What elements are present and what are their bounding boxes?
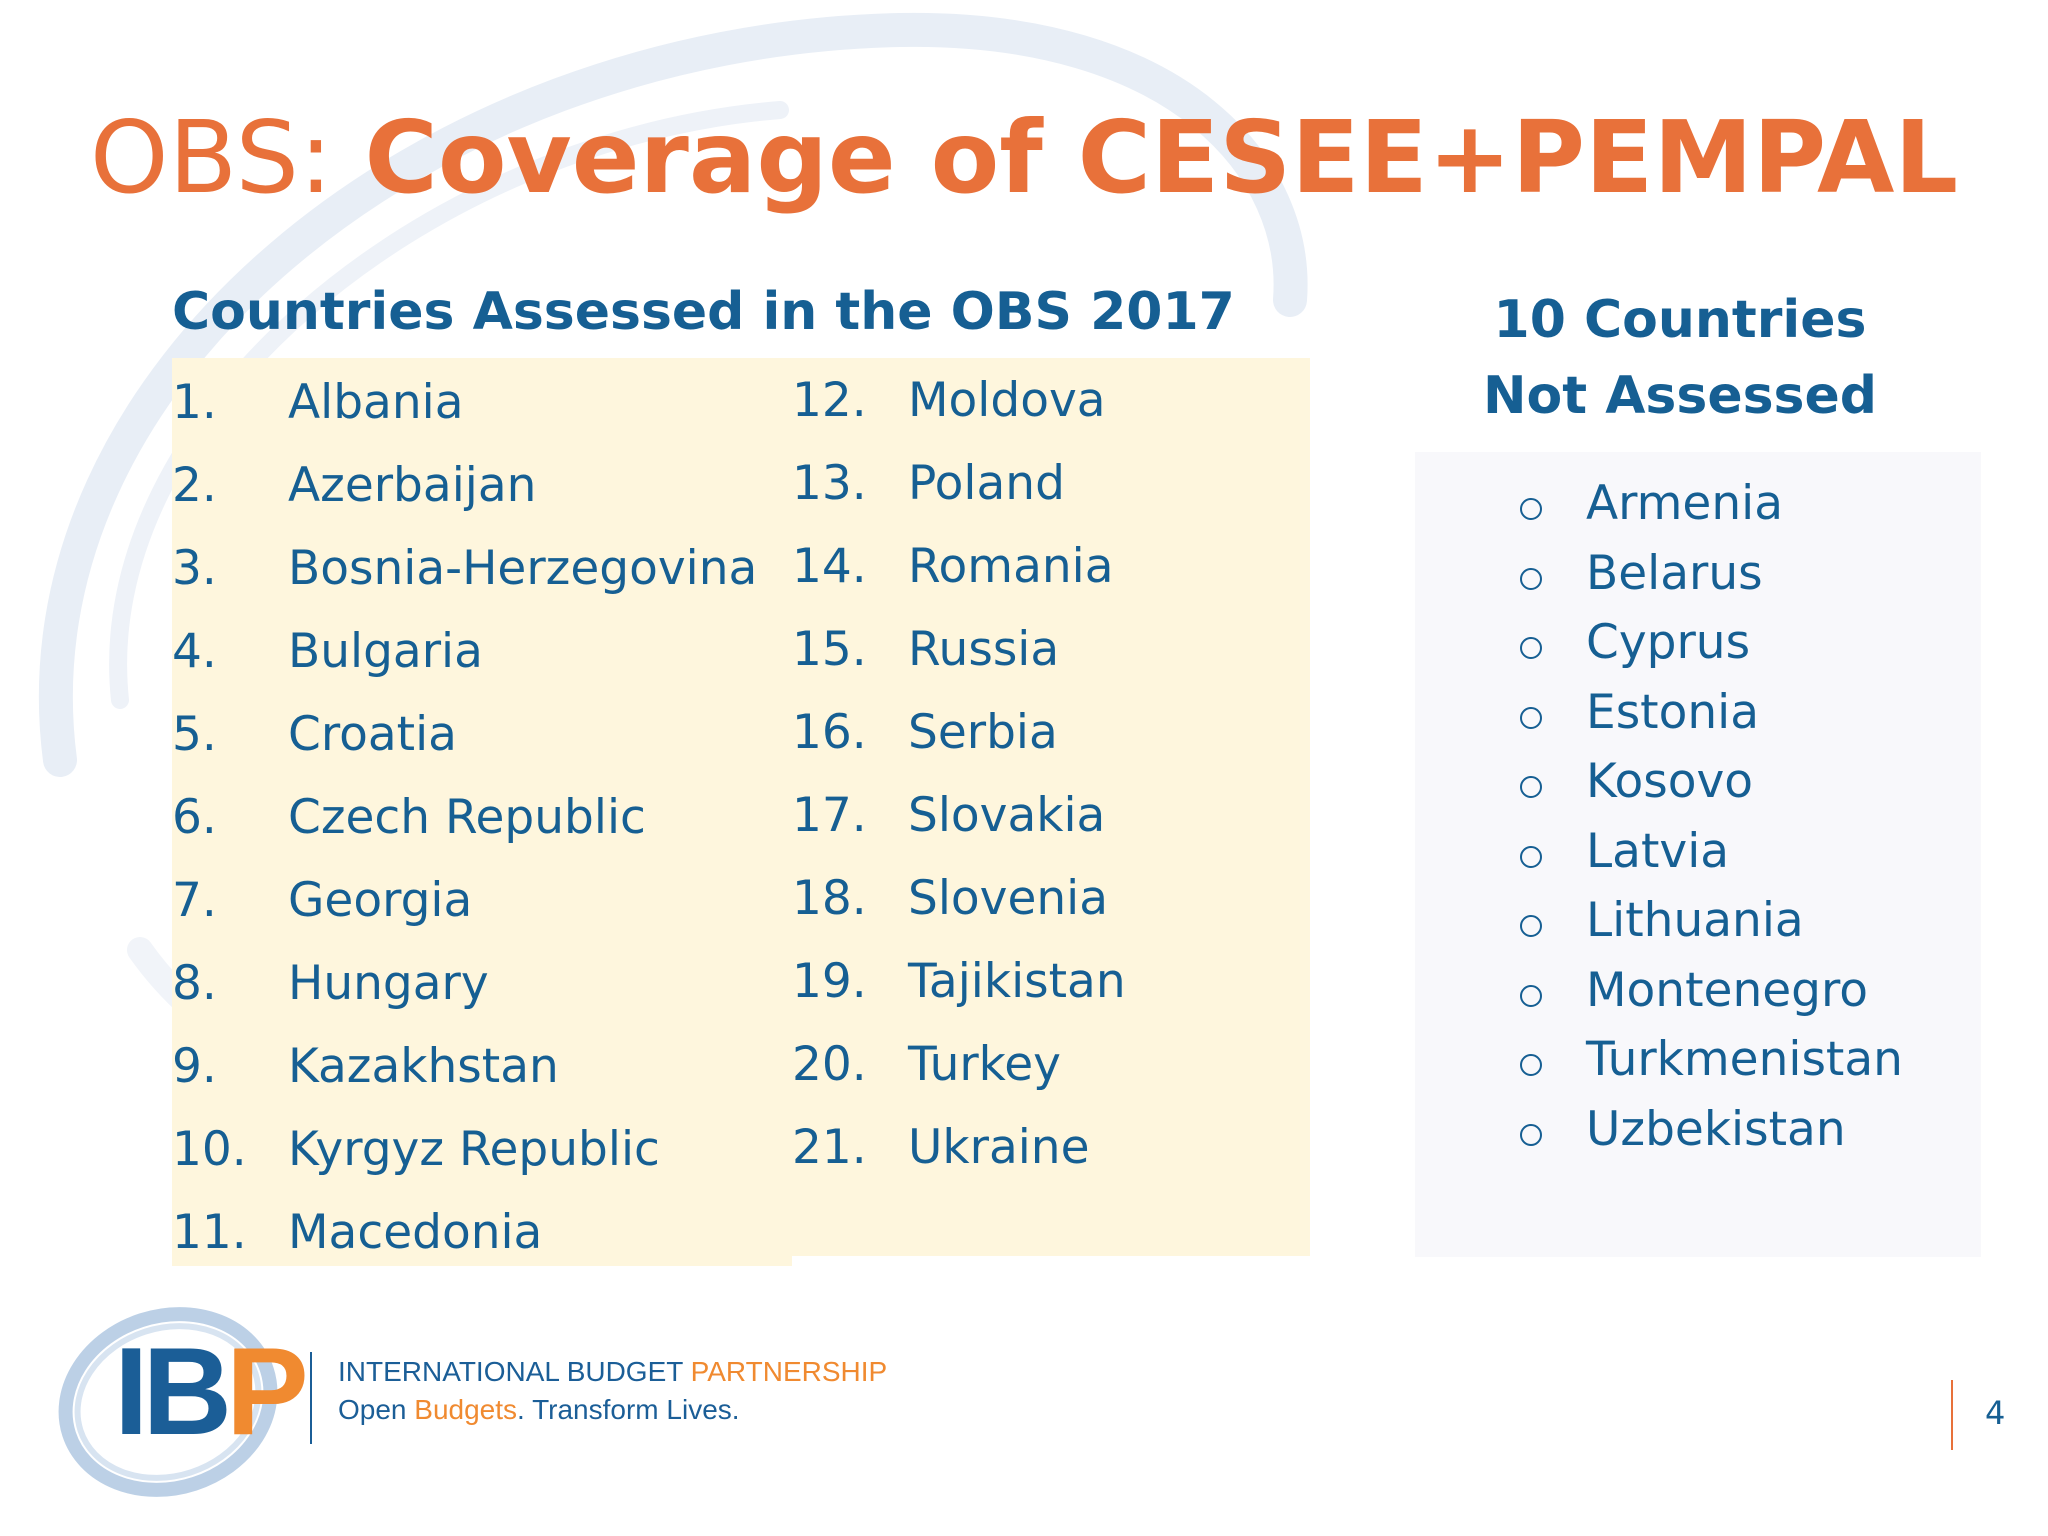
circle-bullet-icon bbox=[1520, 1054, 1542, 1076]
item-number: 19. bbox=[792, 954, 867, 1009]
country-name: Moldova bbox=[908, 373, 1106, 428]
country-name: Cyprus bbox=[1586, 615, 1751, 670]
country-name: Hungary bbox=[288, 956, 489, 1011]
circle-bullet-icon bbox=[1520, 845, 1542, 868]
logo-mark-p: P bbox=[226, 1323, 309, 1461]
country-name: Bulgaria bbox=[288, 624, 483, 679]
assessed-heading: Countries Assessed in the OBS 2017 bbox=[172, 282, 1235, 342]
page-number: 4 bbox=[1985, 1394, 2006, 1432]
country-name: Kosovo bbox=[1586, 754, 1754, 809]
item-number: 8. bbox=[172, 956, 217, 1011]
item-number: 9. bbox=[172, 1039, 217, 1094]
item-number: 12. bbox=[792, 373, 867, 428]
item-number: 17. bbox=[792, 788, 867, 843]
page-number-divider bbox=[1951, 1380, 1953, 1450]
item-number: 18. bbox=[792, 871, 867, 926]
country-name: Macedonia bbox=[288, 1205, 543, 1260]
item-number: 3. bbox=[172, 541, 217, 596]
country-name: Romania bbox=[908, 539, 1114, 594]
logo-tagline-accent: Budgets bbox=[414, 1394, 518, 1425]
not-assessed-heading-line2: Not Assessed bbox=[1482, 366, 1877, 426]
logo-divider bbox=[310, 1352, 312, 1444]
logo-tagline-part1: Open bbox=[338, 1394, 415, 1425]
country-name: Slovakia bbox=[908, 788, 1106, 843]
country-name: Kazakhstan bbox=[288, 1039, 559, 1094]
country-name: Bosnia-Herzegovina bbox=[288, 541, 758, 596]
country-name: Latvia bbox=[1586, 823, 1730, 879]
country-name: Slovenia bbox=[908, 871, 1109, 926]
item-number: 13. bbox=[792, 456, 867, 511]
logo-mark: IBP bbox=[114, 1330, 309, 1454]
country-name: Azerbaijan bbox=[288, 458, 537, 513]
item-number: 20. bbox=[792, 1037, 867, 1092]
country-name: Russia bbox=[908, 622, 1060, 677]
logo-org-name-main: INTERNATIONAL BUDGET bbox=[338, 1356, 691, 1387]
circle-bullet-icon bbox=[1520, 776, 1542, 798]
country-name: Poland bbox=[908, 456, 1065, 511]
logo-ring-icon bbox=[58, 1307, 278, 1497]
item-number: 2. bbox=[172, 458, 217, 513]
logo-tagline-part2: . Transform Lives. bbox=[517, 1394, 740, 1425]
item-number: 7. bbox=[172, 873, 217, 928]
circle-bullet-icon bbox=[1520, 498, 1542, 520]
country-name: Albania bbox=[288, 375, 464, 430]
item-number: 16. bbox=[792, 705, 867, 760]
item-number: 6. bbox=[172, 790, 217, 845]
title-prefix: OBS: bbox=[89, 99, 333, 216]
country-name: Armenia bbox=[1586, 476, 1783, 531]
circle-bullet-icon bbox=[1520, 915, 1542, 937]
item-number: 1. bbox=[172, 375, 217, 430]
circle-bullet-icon bbox=[1520, 1123, 1542, 1146]
circle-bullet-icon bbox=[1520, 637, 1542, 659]
circle-bullet-icon bbox=[1520, 984, 1542, 1007]
country-name: Lithuania bbox=[1586, 893, 1804, 948]
not-assessed-heading: 10 Countries Not Assessed bbox=[1410, 282, 1950, 434]
country-name: Tajikistan bbox=[908, 954, 1126, 1009]
country-name: Croatia bbox=[288, 707, 457, 762]
country-name: Estonia bbox=[1586, 684, 1760, 740]
logo-tagline: Open Budgets. Transform Lives. bbox=[338, 1394, 740, 1426]
item-number: 5. bbox=[172, 707, 217, 762]
item-number: 14. bbox=[792, 539, 867, 594]
country-name: Georgia bbox=[288, 873, 473, 928]
country-name: Belarus bbox=[1586, 545, 1763, 601]
circle-bullet-icon bbox=[1520, 706, 1542, 729]
logo-org-name-accent: PARTNERSHIP bbox=[690, 1356, 888, 1387]
country-name: Turkey bbox=[908, 1037, 1061, 1092]
assessed-panel-right bbox=[792, 358, 1310, 1256]
country-name: Ukraine bbox=[908, 1120, 1090, 1175]
ibp-logo: IBP INTERNATIONAL BUDGET PARTNERSHIP Ope… bbox=[50, 1290, 910, 1510]
logo-org-name: INTERNATIONAL BUDGET PARTNERSHIP bbox=[338, 1356, 887, 1388]
item-number: 4. bbox=[172, 624, 217, 679]
country-name: Serbia bbox=[908, 705, 1058, 760]
item-number: 11. bbox=[172, 1205, 247, 1260]
item-number: 21. bbox=[792, 1120, 867, 1175]
country-name: Turkmenistan bbox=[1586, 1032, 1903, 1087]
circle-bullet-icon bbox=[1520, 567, 1542, 590]
country-name: Czech Republic bbox=[288, 790, 646, 845]
item-number: 15. bbox=[792, 622, 867, 677]
slide-title: OBS: Coverage of CESEE+PEMPAL bbox=[0, 100, 2048, 215]
not-assessed-heading-line1: 10 Countries bbox=[1493, 290, 1867, 350]
country-name: Kyrgyz Republic bbox=[288, 1122, 660, 1177]
item-number: 10. bbox=[172, 1122, 247, 1177]
logo-mark-ib: IB bbox=[114, 1323, 232, 1461]
country-name: Montenegro bbox=[1586, 962, 1869, 1018]
assessed-panel-left bbox=[172, 358, 792, 1266]
title-main: Coverage of CESEE+PEMPAL bbox=[364, 99, 1959, 216]
not-assessed-panel bbox=[1415, 452, 1981, 1257]
country-name: Uzbekistan bbox=[1586, 1101, 1846, 1157]
